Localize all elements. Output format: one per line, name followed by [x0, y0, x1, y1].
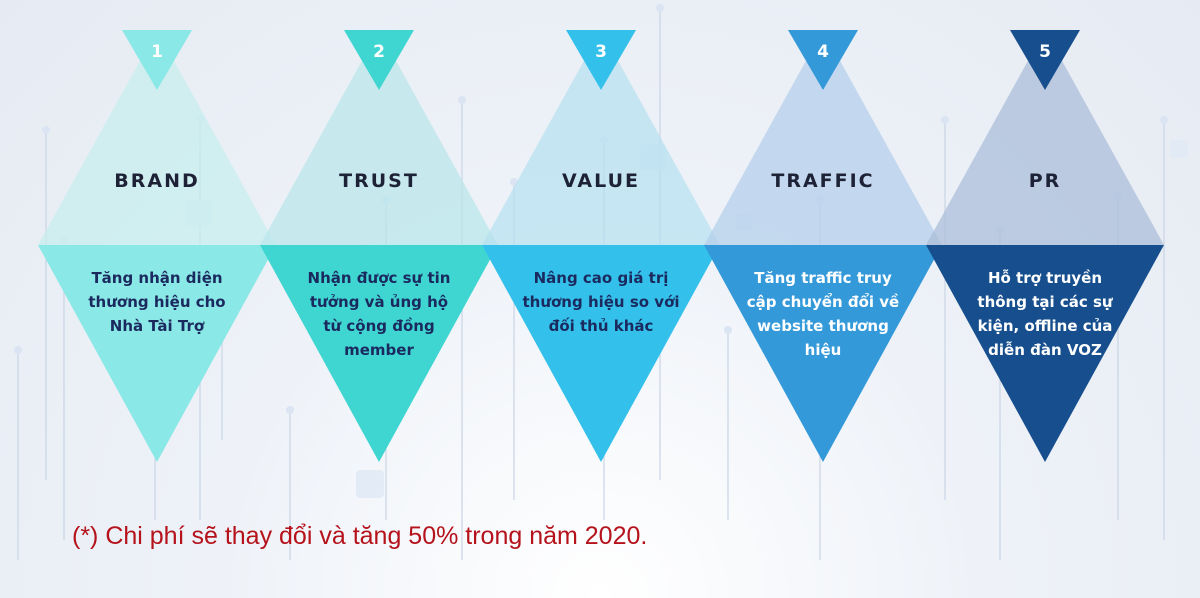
step-3-lower-triangle	[482, 245, 720, 462]
step-2-upper-triangle	[260, 30, 498, 245]
step-5-title: PR	[1028, 170, 1062, 192]
background-square	[356, 470, 384, 498]
step-5-lower-triangle	[926, 245, 1164, 462]
background-dot	[941, 116, 949, 124]
footnote: (*) Chi phí sẽ thay đổi và tăng 50% tron…	[72, 522, 648, 550]
step-2-shape	[260, 30, 498, 462]
step-2-description: Nhận được sự tin tưởng và ủng hộ từ cộng…	[307, 269, 451, 359]
background-dot	[14, 346, 22, 354]
step-1-number-tab	[122, 30, 192, 90]
step-2-number: 2	[373, 42, 385, 62]
step-5: 5 PR Hỗ trợ truyền thông tại các sự kiện…	[908, 0, 1182, 470]
step-1-description: Tăng nhận diện thương hiệu cho Nhà Tài T…	[88, 269, 226, 335]
background-dot	[42, 126, 50, 134]
step-3-number: 3	[595, 42, 607, 62]
step-4-number-tab	[788, 30, 858, 90]
step-2-title: TRUST	[339, 170, 419, 192]
step-2-number-tab	[344, 30, 414, 90]
step-5-shape	[926, 30, 1164, 462]
step-3-shape	[482, 30, 720, 462]
background-dot	[1160, 116, 1168, 124]
step-5-number-tab	[1010, 30, 1080, 90]
step-1-lower-triangle	[38, 245, 276, 462]
step-1-shape	[38, 30, 276, 462]
step-2-lower-triangle	[260, 245, 498, 462]
step-4-shape	[704, 30, 942, 462]
background-dot	[724, 326, 732, 334]
step-1-number: 1	[151, 42, 163, 62]
step-3-upper-triangle	[482, 30, 720, 245]
step-3-title: VALUE	[562, 170, 640, 192]
background-square	[1170, 140, 1188, 158]
step-1-title: BRAND	[114, 170, 200, 192]
step-1-upper-triangle	[38, 30, 276, 245]
step-2: 2 TRUST Nhận được sự tin tưởng và ủng hộ…	[242, 0, 516, 470]
step-5-upper-triangle	[926, 30, 1164, 245]
step-3: 3 VALUE Nâng cao giá trị thương hiệu so …	[464, 0, 738, 470]
step-4-description: Tăng traffic truy cập chuyển đổi về webs…	[746, 269, 900, 359]
background-dot	[656, 4, 664, 12]
step-4-upper-triangle	[704, 30, 942, 245]
step-3-number-tab	[566, 30, 636, 90]
background-dot	[286, 406, 294, 414]
step-4: 4 TRAFFIC Tăng traffic truy cập chuyển đ…	[686, 0, 960, 470]
step-1: 1 BRAND Tăng nhận diện thương hiệu cho N…	[20, 0, 294, 470]
step-3-description: Nâng cao giá trị thương hiệu so với đối …	[522, 269, 680, 335]
background-dot	[458, 96, 466, 104]
step-5-description: Hỗ trợ truyền thông tại các sự kiện, off…	[977, 269, 1113, 359]
step-5-number: 5	[1039, 42, 1051, 62]
step-4-number: 4	[817, 42, 829, 62]
step-4-lower-triangle	[704, 245, 942, 462]
step-4-title: TRAFFIC	[771, 170, 875, 192]
